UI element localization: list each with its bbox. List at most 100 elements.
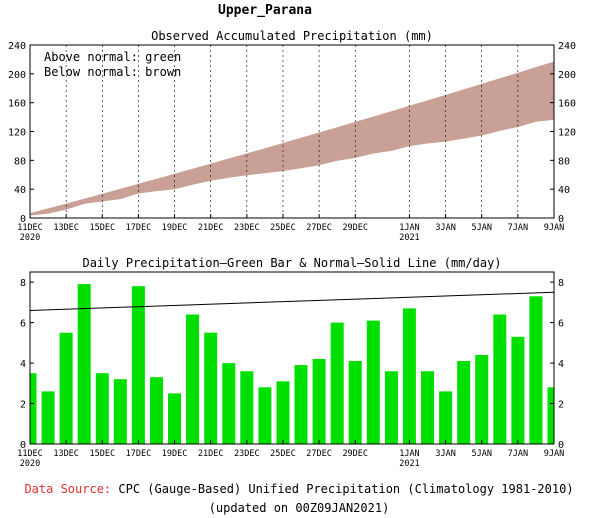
accumulated-xlabel-14: 9JAN bbox=[544, 223, 564, 233]
accumulated-xlabel-1: 13DEC bbox=[53, 223, 79, 233]
daily-normal-line bbox=[29, 291, 555, 311]
daily-xlabel-7: 25DEC bbox=[270, 449, 296, 459]
legend-below-normal: Below normal: brown bbox=[44, 65, 181, 79]
accumulated-ylabel-right-6: 240 bbox=[558, 41, 576, 52]
data-source-label: Data Source: bbox=[24, 482, 112, 496]
daily-ylabel-left-3: 6 bbox=[20, 319, 26, 330]
daily-xlabel-2: 15DEC bbox=[89, 449, 115, 459]
daily-bar-22 bbox=[421, 371, 434, 444]
page-title: Upper_Parana bbox=[218, 3, 312, 18]
accumulated-ylabel-right-4: 160 bbox=[558, 99, 576, 110]
accumulated-ylabel-left-2: 80 bbox=[14, 156, 26, 167]
updated-line: (updated on 00Z09JAN2021) bbox=[208, 501, 390, 515]
daily-ylabel-left-2: 4 bbox=[20, 359, 26, 370]
daily-xlabel-year-0: 2020 bbox=[20, 459, 40, 469]
daily-xlabel-9: 29DEC bbox=[342, 449, 368, 459]
daily-bar-11 bbox=[222, 363, 236, 444]
accumulated-xlabel-7: 25DEC bbox=[270, 223, 296, 233]
daily-xlabel-8: 27DEC bbox=[306, 449, 332, 459]
daily-bar-1 bbox=[41, 391, 55, 444]
daily-xlabel-10: 1JAN bbox=[399, 449, 419, 459]
daily-bar-9 bbox=[186, 314, 200, 444]
accumulated-xlabel-year-10: 2021 bbox=[399, 233, 419, 243]
accumulated-xlabel-0: 11DEC bbox=[17, 223, 43, 233]
accumulated-xlabel-10: 1JAN bbox=[399, 223, 419, 233]
accumulated-xlabel-11: 3JAN bbox=[435, 223, 455, 233]
accumulated-xlabel-5: 21DEC bbox=[198, 223, 224, 233]
daily-xlabel-4: 19DEC bbox=[162, 449, 188, 459]
accumulated-chart: Observed Accumulated Precipitation (mm) … bbox=[8, 29, 576, 243]
daily-bar-21 bbox=[402, 308, 416, 444]
daily-ylabel-right-4: 8 bbox=[558, 278, 564, 289]
daily-xlabel-5: 21DEC bbox=[198, 449, 224, 459]
accumulated-xlabel-9: 29DEC bbox=[342, 223, 368, 233]
daily-xlabel-3: 17DEC bbox=[126, 449, 152, 459]
daily-xlabel-14: 9JAN bbox=[544, 449, 564, 459]
daily-ylabel-right-0: 0 bbox=[558, 440, 564, 451]
accumulated-y-axis-left: 0 40 80 120 160 200 240 bbox=[8, 41, 34, 225]
accumulated-xlabel-year-0: 2020 bbox=[20, 233, 40, 243]
accumulated-area-group bbox=[30, 61, 554, 216]
daily-bars bbox=[30, 284, 554, 444]
accumulated-ylabel-right-0: 0 bbox=[558, 214, 564, 225]
daily-y-axis-right: 0 2 4 6 8 bbox=[550, 278, 564, 451]
daily-bar-27 bbox=[511, 336, 525, 444]
daily-ylabel-left-4: 8 bbox=[20, 278, 26, 289]
daily-bar-6 bbox=[131, 286, 145, 444]
data-source-text: CPC (Gauge-Based) Unified Precipitation … bbox=[118, 482, 574, 496]
accumulated-ylabel-left-1: 40 bbox=[14, 185, 26, 196]
daily-bar-0 bbox=[30, 373, 37, 444]
daily-bar-17 bbox=[330, 322, 344, 444]
accumulated-xlabel-6: 23DEC bbox=[234, 223, 260, 233]
daily-ylabel-left-0: 0 bbox=[20, 440, 26, 451]
accumulated-legend: Above normal: green Below normal: brown bbox=[44, 50, 181, 79]
daily-bar-20 bbox=[384, 371, 398, 444]
data-source-line: Data Source: CPC (Gauge-Based) Unified P… bbox=[0, 482, 598, 496]
accumulated-ylabel-left-3: 120 bbox=[8, 128, 26, 139]
daily-bar-24 bbox=[457, 361, 471, 444]
accumulated-ylabel-left-0: 0 bbox=[20, 214, 26, 225]
accumulated-ylabel-right-1: 40 bbox=[558, 185, 570, 196]
daily-bar-5 bbox=[113, 379, 127, 444]
daily-bar-29 bbox=[547, 387, 554, 444]
accumulated-xlabel-4: 19DEC bbox=[162, 223, 188, 233]
daily-y-axis-left: 0 2 4 6 8 bbox=[20, 278, 34, 451]
accumulated-chart-title: Observed Accumulated Precipitation (mm) bbox=[151, 29, 433, 43]
accumulated-xlabel-2: 15DEC bbox=[89, 223, 115, 233]
legend-above-normal: Above normal: green bbox=[44, 50, 181, 64]
accumulated-x-gridlines bbox=[29, 45, 555, 218]
daily-bar-8 bbox=[168, 393, 181, 444]
accumulated-ylabel-right-5: 200 bbox=[558, 70, 576, 81]
accumulated-xlabel-3: 17DEC bbox=[126, 223, 152, 233]
daily-bar-13 bbox=[258, 387, 272, 444]
accumulated-y-axis-right: 0 40 80 120 160 200 240 bbox=[550, 41, 576, 225]
accumulated-ylabel-left-5: 200 bbox=[8, 70, 26, 81]
daily-ylabel-right-1: 2 bbox=[558, 400, 564, 411]
daily-bar-15 bbox=[294, 365, 308, 444]
daily-xlabel-13: 7JAN bbox=[508, 449, 528, 459]
daily-bar-10 bbox=[204, 332, 218, 444]
daily-bar-19 bbox=[366, 320, 380, 444]
daily-chart-title: Daily Precipitation–Green Bar & Normal–S… bbox=[82, 256, 501, 270]
accumulated-ylabel-right-3: 120 bbox=[558, 128, 576, 139]
daily-xlabel-1: 13DEC bbox=[53, 449, 79, 459]
daily-chart-frame bbox=[29, 271, 555, 445]
daily-bar-12 bbox=[240, 371, 254, 444]
accumulated-ylabel-left-4: 160 bbox=[8, 99, 26, 110]
daily-bar-4 bbox=[95, 373, 109, 444]
daily-ylabel-right-2: 4 bbox=[558, 359, 564, 370]
accumulated-ylabel-right-2: 80 bbox=[558, 156, 570, 167]
daily-xlabel-11: 3JAN bbox=[435, 449, 455, 459]
daily-bar-14 bbox=[276, 381, 290, 444]
daily-bar-25 bbox=[475, 355, 489, 444]
daily-bar-28 bbox=[529, 296, 543, 444]
daily-bar-3 bbox=[77, 284, 91, 444]
daily-ylabel-right-3: 6 bbox=[558, 319, 564, 330]
daily-bar-2 bbox=[59, 332, 73, 444]
daily-bar-16 bbox=[312, 359, 326, 444]
daily-xlabel-0: 11DEC bbox=[17, 449, 43, 459]
daily-ylabel-left-1: 2 bbox=[20, 400, 26, 411]
